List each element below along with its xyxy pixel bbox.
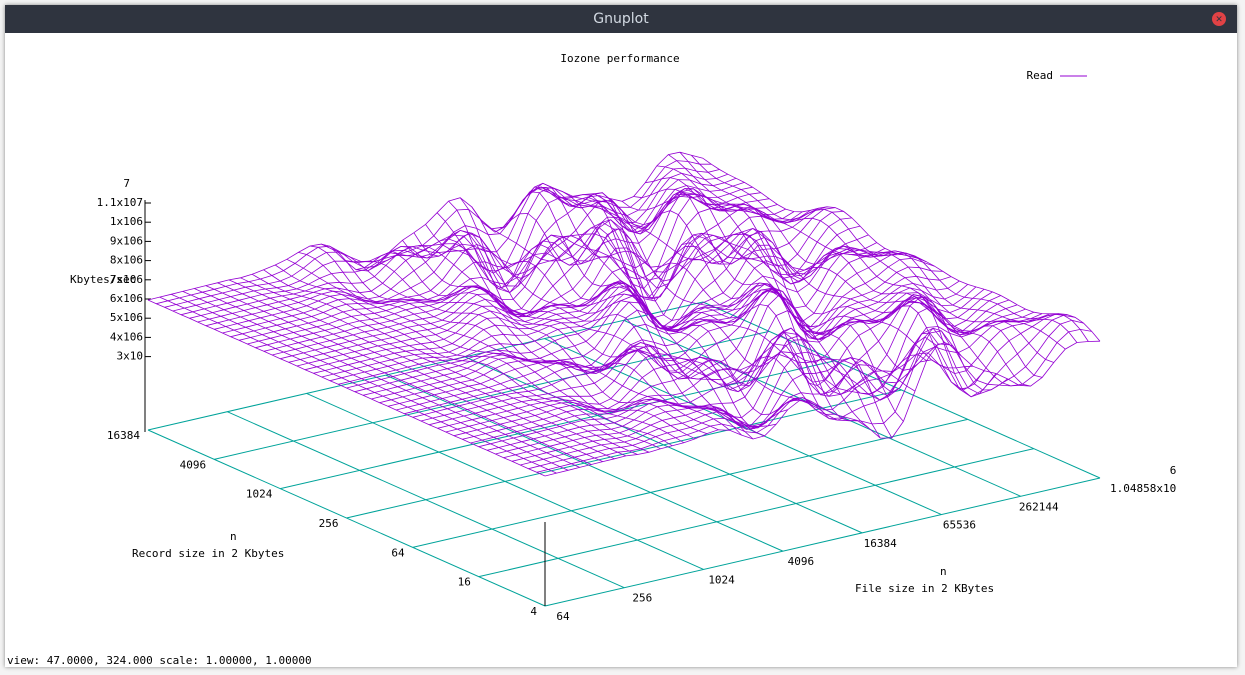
file-axis-label: File size in 2 KBytes [855,582,994,595]
surface-mesh [552,191,951,393]
surface-mesh [679,151,1078,343]
window: Gnuplot ✕ [5,5,1237,667]
grid-line [702,301,1101,479]
surface-mesh [205,192,761,327]
surface-mesh [656,165,1054,363]
z-tick-label: 1.1x107 [97,196,143,209]
record-axis-label: Record size in 2 Kbytes [132,547,284,560]
file-tick-label: 256 [632,592,652,605]
surface-mesh [528,319,1084,470]
record-tick-label: 256 [319,517,339,530]
surface-mesh [598,191,997,398]
legend-label: Read [1027,69,1054,82]
surface-mesh [610,188,1008,391]
grid-line [623,319,1021,497]
z-tick-label: 7x106 [110,273,143,286]
plot-title: Iozone performance [560,52,679,65]
grid-line [346,389,902,519]
z-tick-label: 1x106 [110,215,143,228]
z-tick-label: 9x106 [110,234,143,247]
surface-mesh [197,186,753,323]
record-tick-label: 16384 [107,429,140,442]
surface-mesh [702,157,1101,342]
file-tick-label: 65536 [943,519,976,532]
file-exponent-overflow: 6 [1170,464,1177,477]
surface-mesh [633,188,1031,387]
z-exponent: 7 [123,177,130,190]
surface-mesh [272,206,828,356]
file-tick-label: 1.04858x10 [1110,482,1176,495]
grid-line [464,356,863,534]
z-tick-label: 6x106 [110,292,143,305]
surface-mesh [390,238,788,430]
surface-mesh [487,313,1043,451]
file-tick-label: 16384 [864,537,897,550]
grid-line [147,429,546,607]
record-tick-label: 1024 [246,488,273,501]
surface-mesh [147,151,704,301]
z-tick-label: 5x106 [110,311,143,324]
surface-mesh [511,313,1067,462]
close-button[interactable]: ✕ [1212,12,1226,26]
surface-mesh [536,328,1092,473]
file-tick-label: 4096 [788,555,815,568]
file-tick-label: 1024 [708,573,735,586]
file-exponent: n [940,565,947,578]
record-tick-label: 4096 [180,458,207,471]
z-tick-label: 8x106 [110,254,143,267]
grid-line [147,301,704,431]
surface-mesh [645,177,1043,378]
surface-mesh [362,250,919,396]
record-tick-label: 4 [530,605,537,618]
surface-mesh [503,313,1059,459]
z-tick-label: 3x10 [117,350,144,363]
surface-mesh [520,314,1076,466]
record-tick-label: 16 [458,576,471,589]
surface-mesh [668,154,1066,350]
surface-mesh [478,306,1034,448]
grid-line [227,411,625,589]
z-axis-label: Kbytes/sec [70,273,136,286]
status-bar: view: 47.0000, 324.000 scale: 1.00000, 1… [7,654,312,667]
surface-mesh [544,340,1101,477]
record-exponent: n [230,530,237,543]
surface-mesh [354,249,910,393]
file-tick-label: 64 [556,610,570,623]
record-tick-label: 64 [391,546,405,559]
grid-line [214,330,770,460]
grid-line [306,392,704,570]
z-tick-label: 4x106 [110,330,143,343]
grid-line [385,374,784,552]
grid-line [544,477,1101,607]
grid-line [412,418,968,548]
grid-line [478,448,1034,578]
file-tick-label: 262144 [1019,500,1059,513]
surface-mesh [344,260,742,436]
surface-mesh [156,160,712,305]
title-bar: Gnuplot [5,5,1237,33]
surface-mesh [621,193,1020,387]
surface-mesh [691,155,1089,342]
